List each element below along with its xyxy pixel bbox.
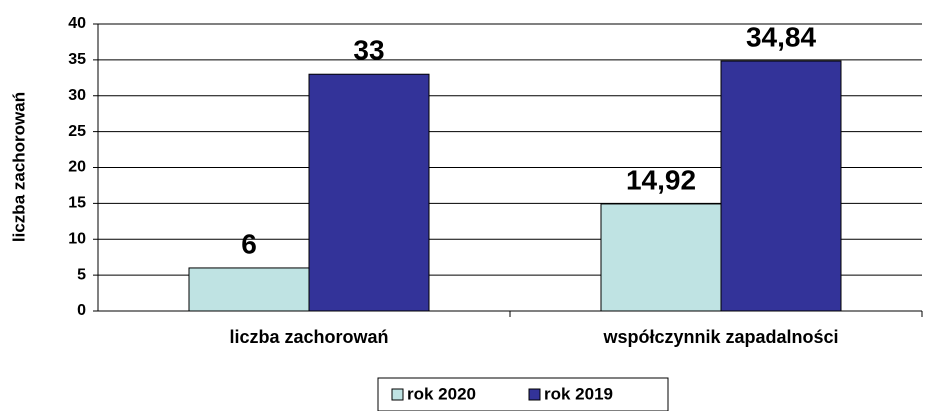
x-tick-label: liczba zachorowań [229,327,388,347]
y-tick-label: 40 [68,15,86,32]
bar [188,267,310,312]
legend-swatch [391,388,404,401]
value-label: 6 [241,228,257,259]
legend-box [377,377,669,411]
y-tick-label: 10 [68,230,86,247]
bar [308,73,430,312]
value-label: 33 [353,35,384,66]
y-tick-label: 0 [77,302,86,319]
y-tick-label: 30 [68,87,86,104]
value-label: 14,92 [626,164,696,195]
bar [600,203,722,312]
legend-label: rok 2019 [544,384,613,403]
y-axis-label: liczba zachorowań [9,92,28,242]
x-tick-label: współczynnik zapadalności [602,327,838,347]
legend-label: rok 2020 [407,384,476,403]
y-tick-label: 15 [68,195,86,212]
value-label: 34,84 [746,21,816,52]
bar [720,60,842,312]
y-tick-label: 20 [68,159,86,176]
y-tick-label: 35 [68,51,86,68]
y-tick-label: 25 [68,123,86,140]
y-tick-label: 5 [77,266,86,283]
legend-swatch [528,388,541,401]
